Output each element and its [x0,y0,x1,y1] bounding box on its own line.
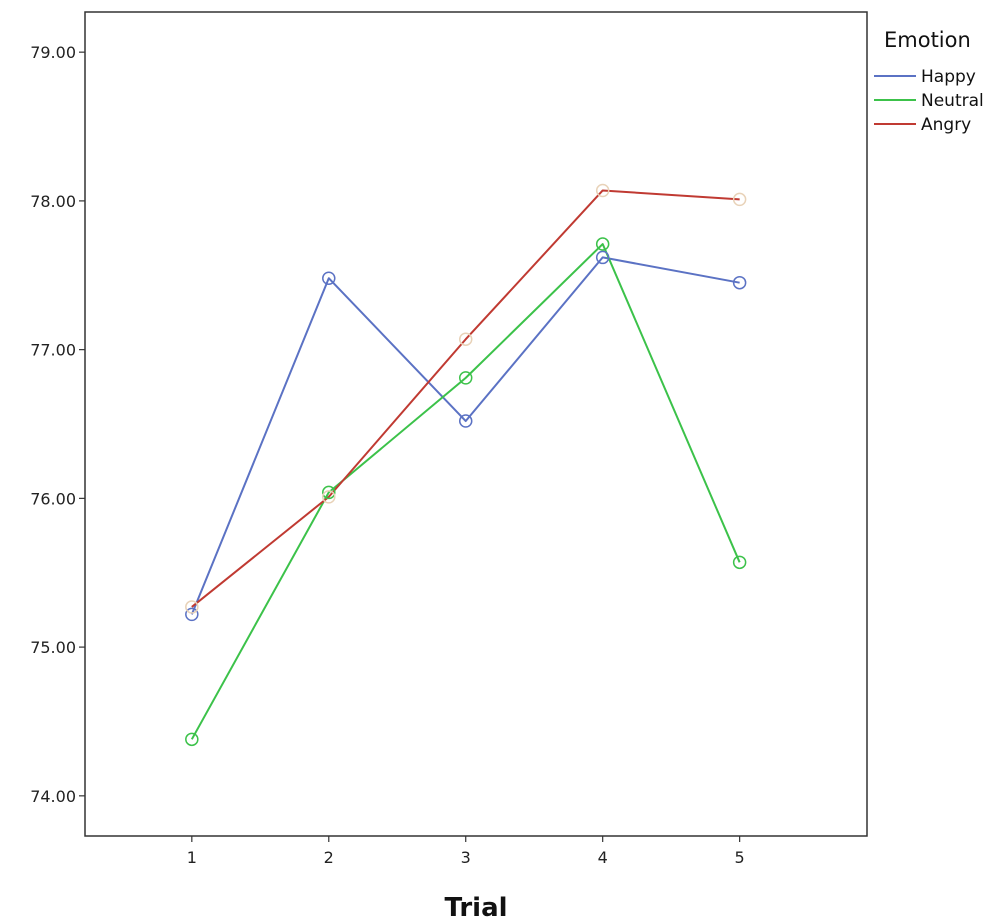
series-line-happy [190,256,740,615]
data-point-neutral [322,485,336,500]
legend-label-neutral: Neutral [921,91,984,111]
series-line-neutral [190,243,741,740]
x-axis: 1 2 3 4 5 [187,836,745,867]
data-point-happy [458,414,473,428]
y-tick-label: 74.00 [30,787,76,806]
data-point-happy [732,275,747,290]
data-point-neutral [732,555,747,570]
x-axis-title: Trial [444,893,507,922]
y-tick-label: 77.00 [30,341,76,360]
data-point-happy [595,250,610,265]
x-tick-label: 5 [735,848,745,867]
y-tick-label: 76.00 [30,489,76,508]
legend: Emotion Happy Neutral Angry [874,28,984,135]
data-point-neutral [185,732,199,747]
data-point-neutral [458,371,473,385]
legend-title: Emotion [884,28,971,52]
data-point-neutral [595,237,610,251]
y-tick-label: 78.00 [30,192,76,211]
x-tick-label: 1 [187,848,197,867]
y-tick-label: 75.00 [30,638,76,657]
data-point-angry [595,183,610,198]
series-layer [185,183,747,747]
series-line-angry [191,189,740,608]
x-tick-label: 3 [461,848,471,867]
data-point-angry [322,490,336,504]
data-point-angry [458,332,473,346]
legend-label-happy: Happy [921,67,976,87]
legend-label-angry: Angry [921,115,971,135]
data-point-happy [185,607,199,622]
x-tick-label: 4 [598,848,608,867]
data-point-angry [732,192,747,207]
y-axis: 74.00 75.00 76.00 77.00 78.00 79.00 [30,43,85,806]
y-tick-label: 79.00 [30,43,76,62]
plot-frame [84,11,868,837]
data-point-angry [185,600,199,614]
data-point-happy [322,271,336,285]
x-tick-label: 2 [324,848,334,867]
